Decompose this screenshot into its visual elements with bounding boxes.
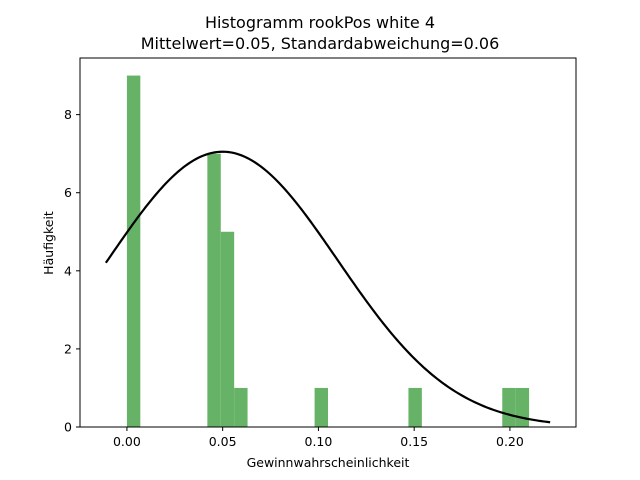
x-tick-label: 0.15 bbox=[400, 434, 428, 449]
x-tick-label: 0.20 bbox=[496, 434, 524, 449]
histogram-bars bbox=[126, 75, 530, 428]
histogram-bar bbox=[234, 387, 248, 427]
x-tick-label: 0.00 bbox=[113, 434, 141, 449]
histogram-bar bbox=[220, 231, 235, 427]
histogram-bar bbox=[515, 387, 530, 427]
chart-title: Histogramm rookPos white 4 bbox=[205, 13, 435, 32]
y-tick-label: 8 bbox=[64, 107, 72, 122]
histogram-bar bbox=[207, 153, 221, 427]
normal-curve bbox=[104, 150, 551, 424]
x-tick-label: 0.10 bbox=[305, 434, 333, 449]
histogram-bar bbox=[502, 387, 516, 427]
y-tick-label: 2 bbox=[64, 341, 72, 356]
histogram-bar bbox=[126, 75, 141, 428]
y-axis-ticks: 0 2 4 6 8 bbox=[64, 107, 80, 435]
histogram-bar bbox=[314, 387, 328, 427]
histogram-bar bbox=[408, 387, 422, 427]
x-tick-label: 0.05 bbox=[209, 434, 237, 449]
y-tick-label: 4 bbox=[64, 263, 72, 278]
x-axis-ticks: 0.00 0.05 0.10 0.15 0.20 bbox=[113, 427, 524, 449]
chart-subtitle: Mittelwert=0.05, Standardabweichung=0.06 bbox=[141, 34, 500, 53]
plot-frame bbox=[79, 57, 577, 428]
x-axis-label: Gewinnwahrscheinlichkeit bbox=[247, 455, 410, 470]
y-axis-label: Häufigkeit bbox=[41, 211, 56, 275]
y-tick-label: 6 bbox=[64, 185, 72, 200]
y-tick-label: 0 bbox=[64, 420, 72, 435]
